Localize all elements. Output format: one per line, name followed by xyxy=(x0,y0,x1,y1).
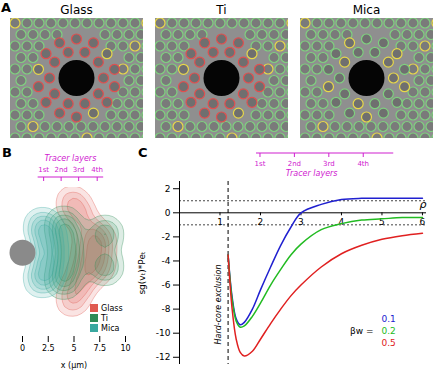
html-text:0.1: 0.1 xyxy=(381,314,396,324)
svg-text:-6: -6 xyxy=(162,280,171,290)
svg-text:Tracer layers: Tracer layers xyxy=(44,154,96,163)
svg-text:3rd: 3rd xyxy=(323,160,335,168)
svg-text:A: A xyxy=(1,0,11,15)
svg-text:-8: -8 xyxy=(162,304,171,314)
svg-text:7.5: 7.5 xyxy=(93,344,106,353)
svg-text:4th: 4th xyxy=(357,160,369,168)
svg-text:ρ: ρ xyxy=(420,198,427,211)
svg-text:0: 0 xyxy=(165,208,171,218)
svg-text:6: 6 xyxy=(419,216,426,227)
svg-text:Glass: Glass xyxy=(60,3,93,17)
svg-text:5: 5 xyxy=(379,216,385,227)
html-text:0.5: 0.5 xyxy=(381,338,396,348)
svg-text:0: 0 xyxy=(20,344,25,353)
svg-text:Mica: Mica xyxy=(353,3,381,17)
svg-text:2.5: 2.5 xyxy=(42,344,55,353)
svg-text:2: 2 xyxy=(258,217,264,227)
html-text:Mica: Mica xyxy=(101,323,120,333)
svg-text:5: 5 xyxy=(71,344,76,353)
html-text:Glass: Glass xyxy=(101,303,123,313)
svg-text:2nd: 2nd xyxy=(288,160,301,168)
html-text:Ti: Ti xyxy=(101,313,108,323)
html-text:0.2: 0.2 xyxy=(381,326,396,336)
html-text:βw =: βw = xyxy=(350,326,374,336)
svg-text:4th: 4th xyxy=(91,166,103,174)
svg-text:2: 2 xyxy=(165,184,171,194)
svg-text:x (μm): x (μm) xyxy=(61,361,87,370)
svg-text:3: 3 xyxy=(298,217,304,227)
svg-text:Tracer layers: Tracer layers xyxy=(286,169,338,178)
svg-text:Ti: Ti xyxy=(215,3,226,17)
svg-text:-10: -10 xyxy=(156,328,171,338)
svg-text:1: 1 xyxy=(217,217,223,227)
svg-text:10: 10 xyxy=(120,344,130,353)
svg-text:-4: -4 xyxy=(162,256,171,266)
svg-text:1st: 1st xyxy=(38,166,49,174)
svg-text:sg(vₜ)*Peₜ: sg(vₜ)*Peₜ xyxy=(137,251,147,295)
svg-text:-2: -2 xyxy=(162,232,171,242)
svg-text:3rd: 3rd xyxy=(73,166,85,174)
html-text:B: B xyxy=(2,145,12,160)
svg-text:2nd: 2nd xyxy=(54,166,67,174)
html-text:C: C xyxy=(138,145,148,160)
svg-text:-12: -12 xyxy=(156,352,171,362)
svg-text:1st: 1st xyxy=(255,160,266,168)
svg-text:Hard-core exclusion: Hard-core exclusion xyxy=(214,265,223,345)
svg-text:4: 4 xyxy=(339,217,345,227)
